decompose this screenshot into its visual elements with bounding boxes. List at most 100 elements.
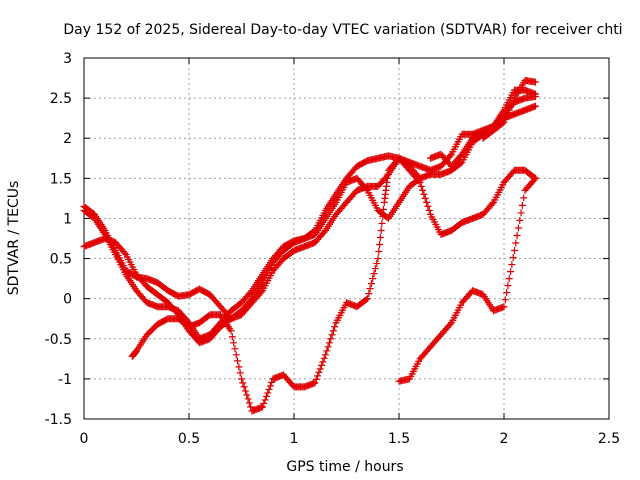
data-point — [227, 327, 235, 335]
data-point — [376, 241, 384, 249]
data-point — [261, 396, 269, 404]
data-point — [424, 202, 432, 210]
data-point — [259, 403, 266, 411]
data-point — [235, 363, 243, 371]
data-point — [532, 102, 539, 110]
data-point — [509, 254, 517, 262]
data-point — [375, 248, 383, 256]
data-point — [247, 403, 255, 411]
series-7 — [479, 76, 539, 142]
data-point — [499, 119, 507, 127]
data-point — [501, 115, 509, 123]
series-5 — [395, 174, 539, 385]
chart-title: Day 152 of 2025, Sidereal Day-to-day VTE… — [63, 22, 622, 38]
y-tick-label: 1.5 — [50, 171, 72, 187]
data-point — [329, 327, 337, 335]
series-3 — [80, 154, 539, 347]
data-point — [419, 186, 427, 194]
series-4 — [128, 154, 424, 415]
data-point — [509, 97, 517, 105]
data-point — [239, 379, 247, 387]
data-point — [508, 261, 516, 269]
x-axis-label: GPS time / hours — [286, 459, 403, 475]
x-tick-label: 2.5 — [598, 431, 620, 447]
data-point — [320, 228, 328, 236]
data-point — [507, 268, 515, 276]
data-point — [264, 389, 272, 397]
data-point — [367, 280, 375, 288]
data-point — [325, 339, 333, 347]
data-point — [505, 106, 513, 114]
data-point — [508, 100, 516, 108]
data-point — [457, 152, 465, 160]
data-point — [311, 379, 319, 387]
data-point — [374, 255, 382, 263]
data-point — [236, 369, 244, 377]
data-point — [512, 239, 520, 247]
data-point — [457, 159, 465, 167]
series-6 — [427, 93, 539, 170]
data-point — [421, 194, 429, 202]
y-tick-label: 1 — [63, 211, 72, 227]
data-point — [369, 275, 377, 283]
x-tick-label: 2 — [500, 431, 509, 447]
data-point — [379, 212, 387, 220]
y-tick-label: 0.5 — [50, 252, 72, 268]
data-point — [323, 347, 331, 355]
data-point — [319, 358, 327, 366]
data-point — [511, 247, 518, 255]
data-point — [373, 260, 381, 268]
data-point — [371, 265, 379, 273]
data-point — [516, 216, 524, 224]
y-axis-label: SDTVAR / TECUs — [6, 181, 22, 296]
y-tick-label: 0 — [63, 292, 72, 308]
x-tick-label: 1 — [290, 431, 299, 447]
y-tick-label: 2 — [63, 131, 72, 147]
data-point — [501, 296, 509, 304]
data-point — [517, 209, 525, 217]
data-point — [320, 354, 328, 362]
x-tick-label: 0.5 — [178, 431, 200, 447]
y-tick-label: -0.5 — [45, 332, 72, 348]
data-point — [378, 219, 386, 227]
data-point — [423, 198, 431, 206]
data-point — [365, 290, 373, 298]
data-point — [244, 395, 252, 403]
data-point — [514, 224, 522, 232]
data-point — [266, 382, 274, 390]
data-point — [328, 331, 336, 339]
y-tick-label: -1 — [58, 372, 72, 388]
y-tick-label: 2.5 — [50, 91, 72, 107]
data-point — [362, 296, 370, 304]
data-point — [420, 190, 428, 198]
data-point — [518, 201, 526, 209]
data-point — [230, 339, 238, 347]
data-point — [417, 182, 425, 190]
data-point — [513, 231, 521, 239]
data-point — [260, 399, 268, 407]
data-point — [377, 226, 385, 234]
data-point — [532, 93, 539, 101]
y-tick-label: -1.5 — [45, 412, 72, 428]
data-point — [318, 361, 326, 369]
data-point — [268, 378, 276, 386]
y-tick-label: 3 — [63, 51, 72, 67]
data-point — [241, 387, 249, 395]
data-point — [316, 365, 324, 373]
data-point — [331, 323, 339, 331]
data-point — [245, 399, 253, 407]
axis-ticks: 0 0.5 1 1.5 2 2.5 -1.5 -1 -0.5 0 0.5 1 1.5 2 2.5 3 — [45, 51, 620, 447]
data-point — [446, 152, 454, 160]
data-point — [240, 383, 248, 391]
data-point — [322, 351, 329, 359]
data-point — [415, 173, 423, 181]
data-point — [265, 385, 273, 393]
grid — [84, 58, 609, 419]
data-point — [376, 233, 384, 241]
series-2 — [80, 86, 539, 343]
data-point — [243, 391, 251, 399]
data-point — [247, 288, 255, 296]
data-point — [425, 206, 433, 214]
data-point — [503, 289, 511, 297]
